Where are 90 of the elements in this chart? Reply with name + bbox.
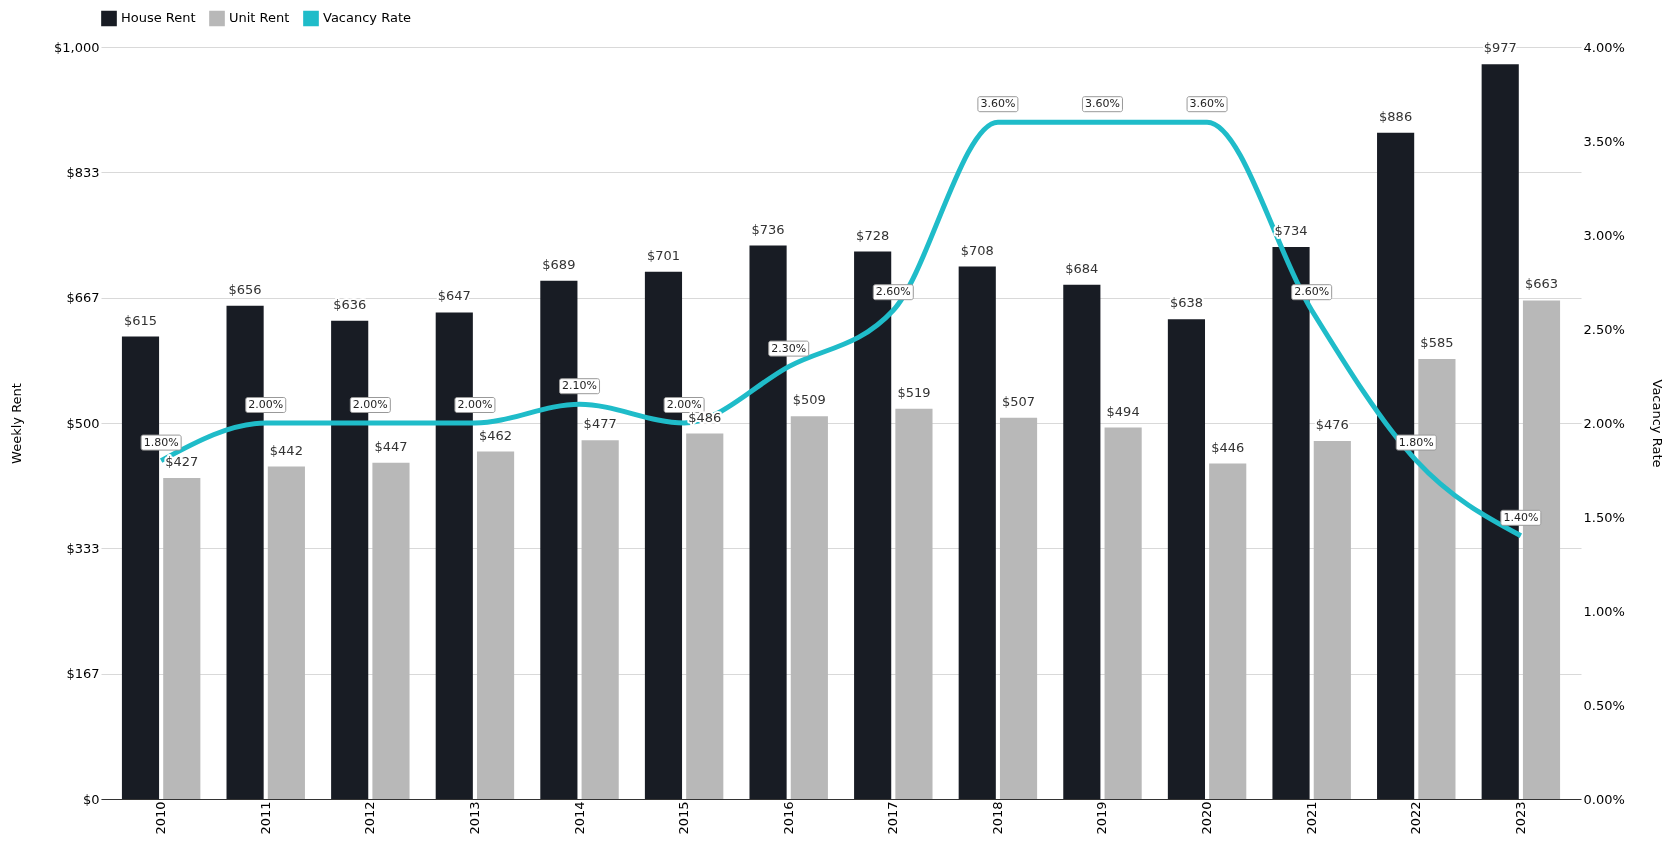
data-label: 2.00%	[352, 398, 388, 411]
y-tick-label: $833	[66, 164, 100, 180]
x-tick-label: 2011	[257, 801, 273, 835]
bar	[1104, 427, 1142, 799]
y2-tick-label: 3.50%	[1583, 133, 1625, 149]
data-label: 3.60%	[1189, 97, 1225, 111]
data-label: $663	[1524, 276, 1559, 292]
y2-axis-title: Vacancy Rate	[1649, 379, 1665, 468]
y2-tick-label: 0.50%	[1583, 697, 1625, 713]
y2-tick-label: 3.00%	[1583, 227, 1625, 243]
data-label: $886	[1379, 108, 1413, 124]
data-label: 2.30%	[771, 341, 807, 355]
data-label: 2.10%	[562, 379, 597, 393]
data-label: $519	[897, 384, 931, 400]
bar	[1209, 463, 1247, 799]
x-tick-label: 2023	[1512, 801, 1528, 835]
data-label: $462	[479, 427, 513, 443]
data-label: $615	[123, 312, 158, 328]
y2-tick-label: 4.00%	[1583, 39, 1625, 55]
data-label: $736	[751, 221, 785, 237]
x-tick-label: 2022	[1408, 801, 1424, 835]
x-tick-label: 2014	[571, 801, 587, 835]
data-label: $708	[960, 242, 994, 258]
bar	[372, 462, 410, 799]
data-label: 2.00%	[666, 398, 702, 411]
data-label: $447	[374, 438, 408, 454]
y2-tick-label: 2.00%	[1583, 415, 1625, 431]
bar	[686, 433, 724, 799]
x-tick-label: 2019	[1094, 801, 1110, 835]
data-label: 1.80%	[1398, 435, 1434, 449]
y-tick-label: $667	[66, 290, 100, 306]
data-label: $477	[583, 416, 617, 432]
data-label: 2.00%	[248, 398, 284, 411]
data-label: $689	[542, 256, 576, 272]
data-label: 3.60%	[980, 97, 1016, 111]
data-label: $728	[856, 227, 890, 243]
bar	[790, 416, 828, 799]
x-tick-label: 2015	[676, 801, 692, 835]
data-label: $476	[1315, 417, 1349, 433]
data-label: $647	[437, 288, 471, 304]
bar	[267, 466, 305, 799]
bar	[958, 266, 996, 799]
x-tick-label: 2010	[153, 801, 169, 835]
bar	[163, 477, 201, 799]
x-tick-label: 2016	[780, 801, 796, 835]
x-tick-label: 2017	[885, 801, 901, 835]
x-tick-label: 2012	[362, 801, 378, 835]
data-label: $638	[1169, 295, 1203, 311]
bar	[1063, 284, 1101, 799]
data-label: 1.40%	[1503, 510, 1539, 524]
data-label: $507	[1001, 393, 1036, 409]
data-label: 2.00%	[457, 398, 493, 411]
bar	[476, 451, 515, 799]
bar	[895, 408, 933, 799]
x-tick-label: 2021	[1303, 801, 1319, 835]
y-tick-label: $0	[82, 791, 100, 807]
data-label: 3.60%	[1085, 97, 1120, 111]
y-tick-label: $167	[66, 666, 100, 682]
x-tick-label: 2020	[1199, 801, 1215, 835]
y-axis-title: Weekly Rent	[9, 383, 25, 464]
data-label: $977	[1483, 40, 1517, 56]
data-label: $494	[1106, 403, 1140, 419]
data-label: $701	[646, 247, 681, 263]
y2-tick-label: 1.00%	[1583, 603, 1625, 619]
data-label: $656	[228, 281, 262, 297]
bar	[1313, 441, 1351, 799]
data-label: $509	[792, 392, 826, 408]
bar	[999, 417, 1038, 799]
data-label: $442	[269, 442, 303, 458]
x-tick-label: 2013	[466, 801, 482, 835]
data-label: $446	[1211, 439, 1245, 455]
y-tick-label: $500	[66, 415, 100, 431]
y2-tick-label: 1.50%	[1583, 509, 1625, 525]
y-tick-label: $1,000	[54, 39, 100, 55]
y2-tick-label: 0.00%	[1583, 791, 1625, 807]
legend-label: Unit Rent	[229, 10, 290, 26]
bar	[581, 440, 619, 799]
data-label: $585	[1420, 335, 1454, 351]
y2-tick-label: 2.50%	[1583, 321, 1625, 337]
data-label: $636	[333, 296, 367, 312]
bar	[1167, 319, 1206, 799]
x-tick-label: 2018	[989, 801, 1005, 835]
data-label: $684	[1065, 260, 1099, 276]
legend-label: House Rent	[121, 10, 196, 26]
y-tick-label: $333	[66, 540, 100, 556]
data-label: 1.80%	[143, 435, 179, 449]
data-label: 2.60%	[1294, 285, 1330, 299]
legend-label: Vacancy Rate	[323, 10, 411, 26]
data-label: 2.60%	[875, 285, 911, 299]
data-label: $427	[165, 453, 199, 469]
